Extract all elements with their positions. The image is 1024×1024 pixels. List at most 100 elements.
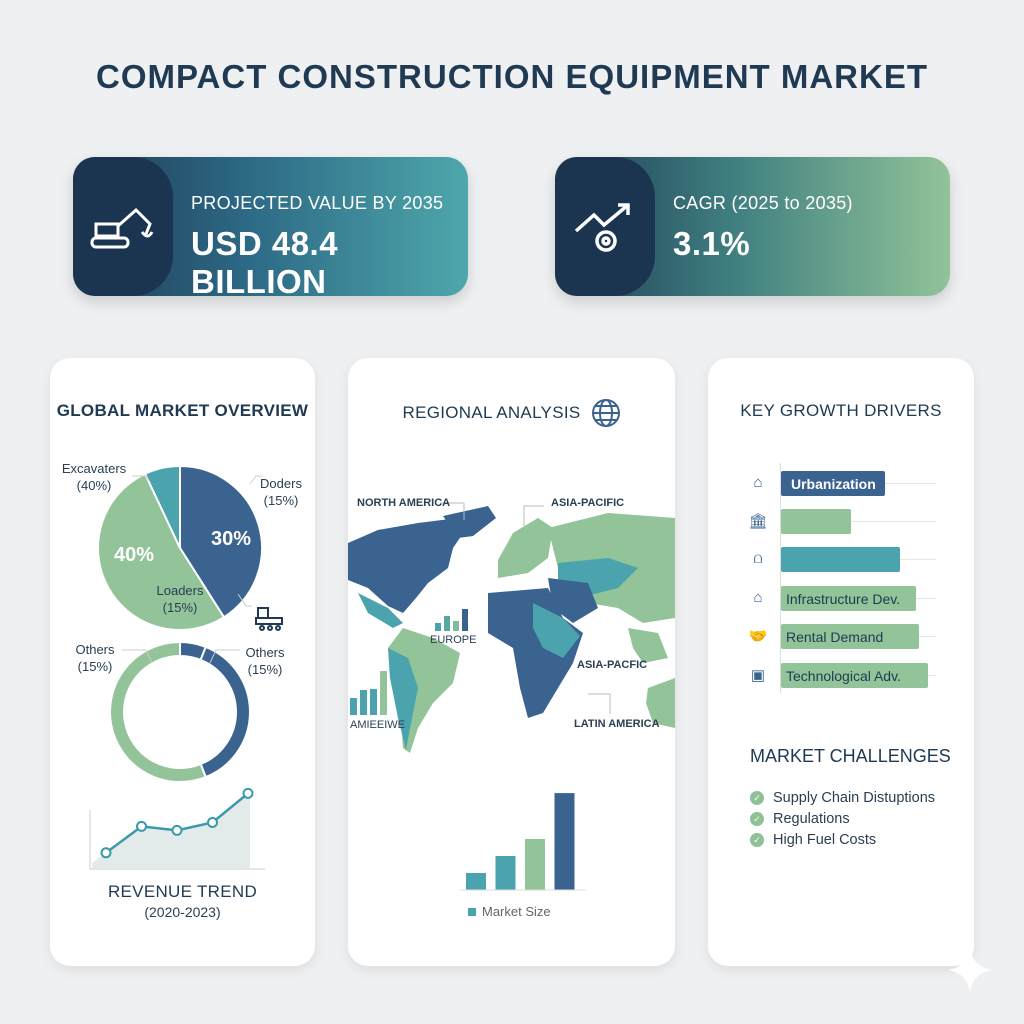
map-label: ASIA-PACIFIC <box>551 497 625 509</box>
house-icon: ⌂ <box>753 474 763 491</box>
driver-bar: Rental Demand <box>781 624 919 649</box>
donut-label-others: Others (15%) <box>70 641 120 675</box>
leader-line <box>132 475 151 483</box>
panel-key-growth-drivers: KEY GROWTH DRIVERS ⌂ Urbanization 🏛 ⩍ ⌂ Infra… <box>708 358 974 966</box>
americas-mini-bar <box>370 689 377 715</box>
map-label: NORTH AMERICA <box>357 497 451 509</box>
label-pct: (15%) <box>77 659 113 674</box>
market-challenges-title: MARKET CHALLENGES <box>750 746 951 766</box>
check-icon: ✓ <box>750 833 764 847</box>
map-label: EUROPE <box>430 634 477 646</box>
driver-bar <box>781 547 901 572</box>
map-australia <box>646 678 675 728</box>
line-point-3 <box>207 816 218 828</box>
americas-mini-bar <box>380 671 387 715</box>
kpi-value: USD 48.4 BILLION <box>191 225 339 296</box>
revenue-trend-range: (2020-2023) <box>144 904 221 920</box>
pie-value-label: 40% <box>114 544 155 566</box>
line-point-1 <box>136 820 147 832</box>
kpi-value: 3.1% <box>673 225 751 262</box>
item-text: High Fuel Costs <box>773 832 877 848</box>
bridge-icon: ⩍ <box>753 550 763 567</box>
bank-building-icon: 🏛 <box>748 513 768 530</box>
pie-slice-1 <box>97 472 226 631</box>
europe-mini-bar <box>444 616 450 631</box>
panel-title: KEY GROWTH DRIVERS <box>740 401 942 420</box>
map-south-america-west <box>388 648 418 750</box>
kpi-label: PROJECTED VALUE BY 2035 <box>191 193 444 213</box>
driver-row: ▣ Technological Adv. <box>708 663 974 689</box>
bar-1 <box>495 856 516 890</box>
map-label: ASIA-PACFIC <box>577 659 648 671</box>
pie-slice-2 <box>109 640 208 783</box>
page-title: COMPACT CONSTRUCTION EQUIPMENT MARKET <box>95 58 929 95</box>
pie-label-doders: Doders (15%) <box>256 475 306 509</box>
item-text: Supply Chain Distuptions <box>773 790 936 806</box>
label-text: Others <box>75 642 115 657</box>
label-pct: (15%) <box>263 493 299 508</box>
driver-bar: Urbanization <box>781 471 885 496</box>
driver-row: 🏛 <box>708 509 974 535</box>
panel-title: REGIONAL ANALYSIS <box>402 403 581 422</box>
driver-bar: Technological Adv. <box>781 663 929 688</box>
label-pct: (40%) <box>76 478 112 493</box>
excavator-icon <box>73 157 173 296</box>
driver-row: ⌂ Infrastructure Dev. <box>708 586 974 612</box>
check-icon: ✓ <box>750 812 764 826</box>
panel-regional-analysis: REGIONAL ANALYSIS NORTH AMERICA ASIA-PAC… <box>348 358 675 966</box>
legend-label: Market Size <box>482 904 551 919</box>
home-gear-icon: ⌂ <box>753 589 763 606</box>
leader-line <box>249 475 262 485</box>
chip-icon: ▣ <box>750 667 766 684</box>
panel-title: GLOBAL MARKET OVERVIEW <box>56 401 309 420</box>
line-axes <box>89 810 265 870</box>
map-label: LATIN AMERICA <box>574 718 660 730</box>
map-se-asia <box>628 628 668 663</box>
americas-mini-bar <box>350 698 357 715</box>
label-text: Doders <box>260 476 302 491</box>
item-text: Regulations <box>773 811 850 827</box>
leader-line <box>523 505 544 526</box>
kpi-card-projected-value: PROJECTED VALUE BY 2035 USD 48.4 BILLION <box>73 157 468 296</box>
line-point-0 <box>100 847 112 859</box>
leader-line <box>209 649 240 664</box>
label-text: Excavaters <box>61 461 127 476</box>
europe-mini-bar <box>435 623 441 631</box>
list-item: ✓ Supply Chain Distuptions <box>750 790 935 806</box>
bar-2 <box>525 839 545 890</box>
revenue-trend-title: REVENUE TREND <box>107 882 258 901</box>
world-map <box>348 506 675 753</box>
line-point-2 <box>171 824 183 836</box>
driver-bar: Infrastructure Dev. <box>781 586 916 611</box>
driver-row: ⌂ Urbanization <box>708 471 974 497</box>
line-point-4 <box>242 787 254 799</box>
bar-0 <box>466 873 486 890</box>
europe-mini-bar <box>453 621 459 631</box>
leader-line <box>588 693 611 714</box>
list-item: ✓ Regulations <box>750 811 935 827</box>
pie-label-loaders: Loaders (15%) <box>150 582 210 616</box>
loader-icon <box>255 607 283 631</box>
challenges-list: ✓ Supply Chain Distuptions ✓ Regulations ✓… <box>750 790 935 848</box>
regional-charts <box>350 502 611 916</box>
axis-line <box>780 463 781 693</box>
globe-icon <box>591 399 620 427</box>
handshake-icon: 🤝 <box>748 628 768 645</box>
sparkle-icon <box>948 948 992 992</box>
panel-global-market-overview: GLOBAL MARKET OVERVIEW Excavaters (40%) D… <box>50 358 315 966</box>
label-pct: (15%) <box>247 662 283 677</box>
map-central-america <box>358 593 403 628</box>
pie-label-excavators: Excavaters (40%) <box>58 460 130 494</box>
europe-mini-bar <box>462 609 468 631</box>
growth-gear-icon <box>555 157 655 296</box>
map-middle-east <box>548 578 598 623</box>
pie-value-label: 30% <box>211 528 252 550</box>
driver-row: 🤝 Rental Demand <box>708 624 974 650</box>
kpi-card-cagr: CAGR (2025 to 2035) 3.1% <box>555 157 950 296</box>
label-text: Others <box>245 645 285 660</box>
driver-row: ⩍ <box>708 547 974 573</box>
gridline <box>781 521 936 522</box>
driver-bar <box>781 509 851 534</box>
check-icon: ✓ <box>750 791 764 805</box>
leader-line <box>440 502 465 520</box>
